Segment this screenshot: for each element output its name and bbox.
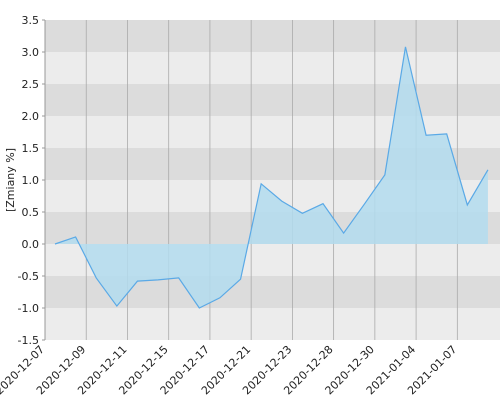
band — [45, 52, 500, 84]
line — [54, 46, 489, 309]
y-tick-label: 3.0 — [22, 46, 40, 59]
y-tick-label: 2.5 — [22, 78, 40, 91]
area — [55, 46, 488, 308]
y-tick-label: 1.0 — [22, 174, 40, 187]
y-tick-label: 0.0 — [22, 238, 40, 251]
band — [45, 308, 500, 340]
y-tick-label: -1.0 — [18, 302, 39, 315]
y-tick-label: 0.5 — [22, 206, 40, 219]
y-tick-label: 1.5 — [22, 142, 40, 155]
y-tick-label: 3.5 — [22, 14, 40, 27]
y-tick-label: -1.5 — [18, 334, 39, 347]
y-tick-label: 2.0 — [22, 110, 40, 123]
y-tick-label: -0.5 — [18, 270, 39, 283]
y-axis-label: [Zmiany %] — [4, 148, 17, 212]
band — [45, 84, 500, 116]
band — [45, 20, 500, 52]
